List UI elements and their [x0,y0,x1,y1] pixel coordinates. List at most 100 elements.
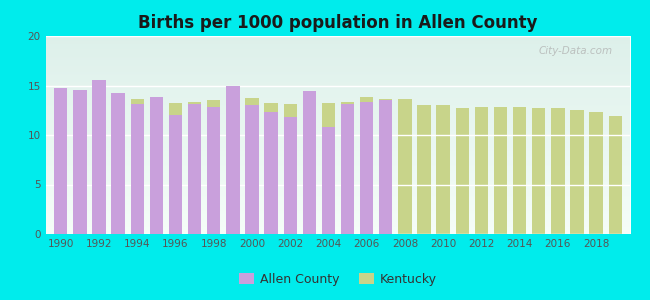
Bar [46,161,630,162]
Bar [46,214,630,215]
Bar [265,103,278,234]
Bar [46,105,630,106]
Bar [188,102,202,234]
Bar [46,207,630,208]
Bar [46,212,630,213]
Bar [245,105,259,234]
Bar [46,86,630,88]
Bar [46,197,630,198]
Bar [46,39,630,40]
Bar [46,206,630,207]
Bar [46,83,630,85]
Bar [46,135,630,136]
Bar [46,102,630,103]
Bar [360,98,373,234]
Bar [46,204,630,205]
Bar [46,202,630,203]
Bar [46,138,630,139]
Bar [46,56,630,57]
Bar [46,131,630,132]
Bar [46,92,630,93]
Bar [46,53,630,54]
Bar [46,166,630,167]
Bar [46,154,630,155]
Bar [46,68,630,69]
Bar [46,134,630,135]
Bar [46,226,630,227]
Bar [46,66,630,67]
Text: City-Data.com: City-Data.com [539,46,613,56]
Bar [46,216,630,217]
Bar [46,175,630,176]
Bar [46,198,630,199]
Legend: Allen County, Kentucky: Allen County, Kentucky [234,268,442,291]
Bar [46,116,630,117]
Bar [46,117,630,118]
Bar [322,127,335,234]
Bar [46,45,630,46]
Bar [46,194,630,195]
Bar [46,103,630,104]
Bar [46,160,630,161]
Bar [46,60,630,61]
Bar [46,229,630,230]
Bar [46,120,630,121]
Bar [46,233,630,234]
Bar [207,100,220,234]
Bar [532,108,545,234]
Bar [608,116,622,234]
Bar [46,157,630,158]
Bar [46,191,630,192]
Bar [46,75,630,76]
Bar [46,167,630,168]
Bar [46,80,630,82]
Bar [46,181,630,182]
Bar [150,98,163,234]
Bar [46,49,630,50]
Bar [46,109,630,110]
Bar [360,102,373,234]
Bar [46,140,630,141]
Bar [46,149,630,150]
Bar [46,148,630,149]
Bar [46,94,630,95]
Bar [73,90,86,234]
Bar [283,117,297,234]
Bar [46,48,630,49]
Bar [46,205,630,206]
Bar [46,201,630,202]
Bar [283,104,297,234]
Bar [46,144,630,145]
Bar [46,41,630,42]
Bar [46,171,630,172]
Bar [46,155,630,156]
Bar [188,104,202,234]
Bar [265,112,278,234]
Bar [46,112,630,113]
Bar [46,127,630,128]
Bar [46,107,630,108]
Bar [46,82,630,83]
Bar [379,99,393,234]
Bar [46,82,630,83]
Bar [46,89,630,90]
Bar [46,104,630,105]
Bar [46,176,630,177]
Bar [46,37,630,38]
Bar [46,130,630,131]
Bar [417,105,431,234]
Bar [436,105,450,234]
Bar [46,79,630,80]
Bar [46,93,630,94]
Bar [46,88,630,89]
Bar [46,55,630,56]
Bar [46,187,630,188]
Bar [46,36,630,37]
Bar [46,179,630,181]
Bar [46,115,630,116]
Bar [169,115,182,234]
Bar [456,108,469,234]
Bar [46,151,630,152]
Bar [54,88,68,234]
Bar [46,162,630,163]
